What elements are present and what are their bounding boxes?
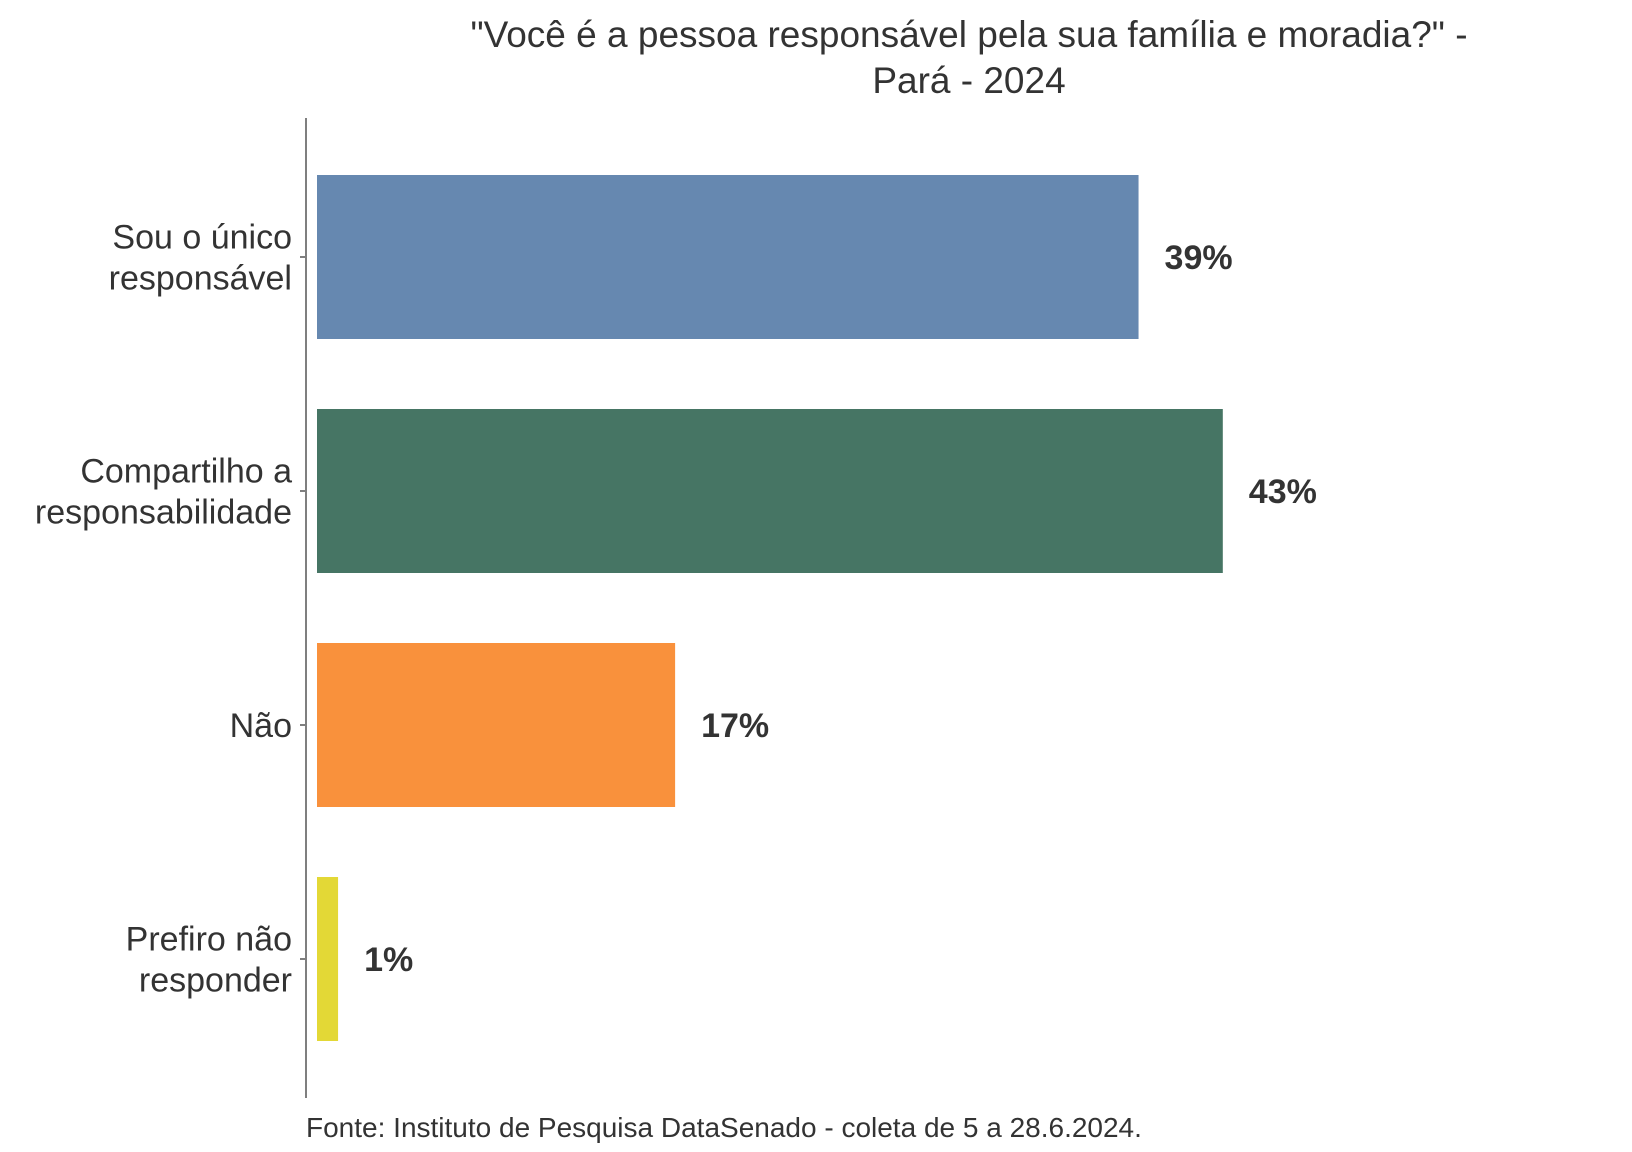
category-label-1-line-1: responsabilidade — [35, 494, 292, 532]
value-label-3: 1% — [364, 941, 413, 979]
category-label-2: Não — [230, 707, 292, 745]
category-label-3-line-1: responder — [139, 962, 292, 1000]
category-label-3: Prefiro não responder — [126, 921, 292, 1000]
chart-caption: Fonte: Instituto de Pesquisa DataSenado … — [306, 1112, 1142, 1143]
category-label-3-line-0: Prefiro não — [126, 921, 292, 959]
chart-marks: 39% Sou o único responsável 43% Compartilho … — [35, 175, 1317, 1041]
bar-0 — [317, 175, 1139, 339]
bar-1 — [317, 409, 1223, 573]
bar-2 — [317, 643, 676, 807]
category-label-0: Sou o único responsável — [109, 219, 292, 298]
category-label-0-line-0: Sou o único — [112, 219, 292, 257]
value-label-2: 17% — [701, 707, 769, 745]
category-label-2-line-0: Não — [230, 707, 292, 745]
value-label-0: 39% — [1165, 239, 1233, 277]
chart-title-line-1: "Você é a pessoa responsável pela sua fa… — [470, 14, 1468, 55]
category-label-0-line-1: responsável — [109, 260, 292, 298]
bar-3 — [317, 877, 339, 1041]
category-label-1-line-0: Compartilho a — [80, 453, 292, 491]
category-label-1: Compartilho a responsabilidade — [35, 453, 292, 532]
value-label-1: 43% — [1249, 473, 1317, 511]
chart-title-line-2: Pará - 2024 — [872, 60, 1066, 101]
chart-title: "Você é a pessoa responsável pela sua fa… — [306, 12, 1632, 104]
